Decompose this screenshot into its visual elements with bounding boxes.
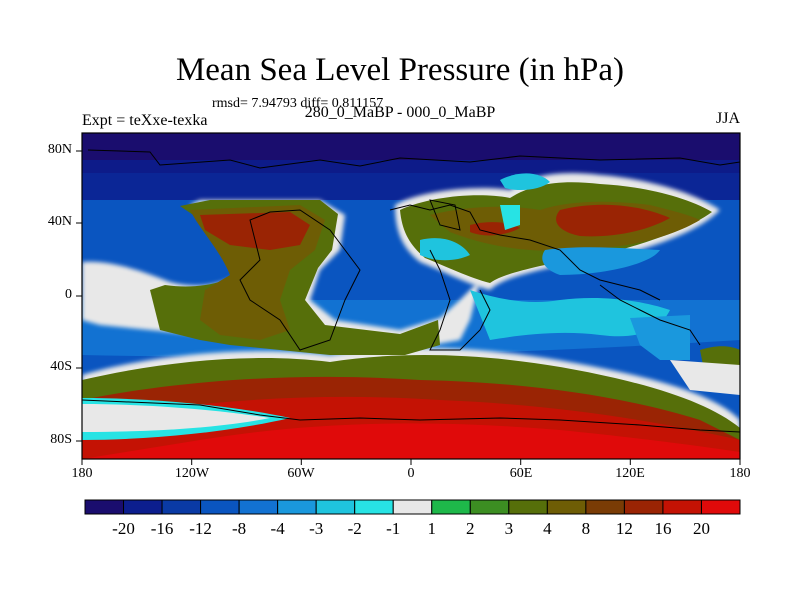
lat-tick-80n: 80N bbox=[47, 142, 72, 157]
lon-tick-60e: 60E bbox=[509, 466, 533, 481]
colorbar-swatch bbox=[161, 499, 202, 515]
season-label: JJA bbox=[715, 110, 740, 127]
colorbar-swatch bbox=[700, 499, 741, 515]
colorbar-swatch bbox=[662, 499, 702, 515]
colorbar-label: -16 bbox=[150, 519, 174, 538]
lon-tick-120e: 120E bbox=[615, 466, 645, 481]
colorbar-swatch bbox=[623, 499, 664, 515]
colorbar-swatch bbox=[469, 499, 510, 515]
colorbar-label: 12 bbox=[615, 519, 633, 538]
colorbar-swatch bbox=[200, 499, 240, 515]
colorbar-label: -20 bbox=[112, 519, 135, 538]
colorbar-label: 3 bbox=[504, 519, 514, 538]
map-title: Mean Sea Level Pressure (in hPa) bbox=[175, 52, 625, 88]
stats-text: rmsd= 7.94793 diff= 0.811157 bbox=[212, 96, 384, 111]
experiment-label: Expt = teXxe-texka bbox=[82, 112, 208, 129]
colorbar-swatch bbox=[315, 499, 356, 515]
colorbar-label: -8 bbox=[232, 519, 247, 538]
colorbar-swatch bbox=[354, 499, 394, 515]
subtitle: 280_0_MaBP - 000_0_MaBP bbox=[304, 104, 496, 121]
colorbar-label: -12 bbox=[189, 519, 212, 538]
colorbar-label: 16 bbox=[654, 519, 672, 538]
colorbar-swatch bbox=[546, 499, 587, 515]
contour-fill bbox=[82, 133, 740, 459]
colorbar-label: -2 bbox=[347, 519, 362, 538]
colorbar-label: 20 bbox=[692, 519, 710, 538]
lon-tick-0: 0 bbox=[407, 466, 415, 481]
colorbar-label: -1 bbox=[386, 519, 401, 538]
colorbar-label: -3 bbox=[309, 519, 324, 538]
lat-tick-40s: 40S bbox=[50, 359, 72, 374]
colorbar-swatch bbox=[84, 499, 125, 515]
colorbar-swatch bbox=[431, 499, 471, 515]
colorbar-label: -4 bbox=[270, 519, 285, 538]
axis-ticks bbox=[76, 150, 741, 465]
colorbar-swatch bbox=[238, 499, 279, 515]
colorbar-label: 4 bbox=[543, 519, 552, 538]
lon-tick-180e: 180 bbox=[729, 466, 751, 481]
colorbar-swatch bbox=[585, 499, 625, 515]
colorbar-swatch bbox=[392, 499, 433, 515]
coastlines bbox=[82, 149, 740, 433]
colorbar-swatch bbox=[277, 499, 317, 515]
lat-tick-40n: 40N bbox=[47, 214, 72, 229]
colorbar-swatch bbox=[508, 499, 548, 515]
lat-tick-80s: 80S bbox=[50, 432, 72, 447]
colorbar bbox=[84, 499, 741, 515]
lat-tick-0: 0 bbox=[65, 287, 72, 302]
lon-tick-120w: 120W bbox=[174, 466, 210, 481]
colorbar-swatch bbox=[123, 499, 163, 515]
lon-tick-60w: 60W bbox=[287, 466, 315, 481]
lon-tick-180w: 180 bbox=[71, 466, 93, 481]
colorbar-label: 2 bbox=[466, 519, 475, 538]
colorbar-label: 1 bbox=[427, 519, 437, 538]
colorbar-label: 8 bbox=[581, 519, 591, 538]
